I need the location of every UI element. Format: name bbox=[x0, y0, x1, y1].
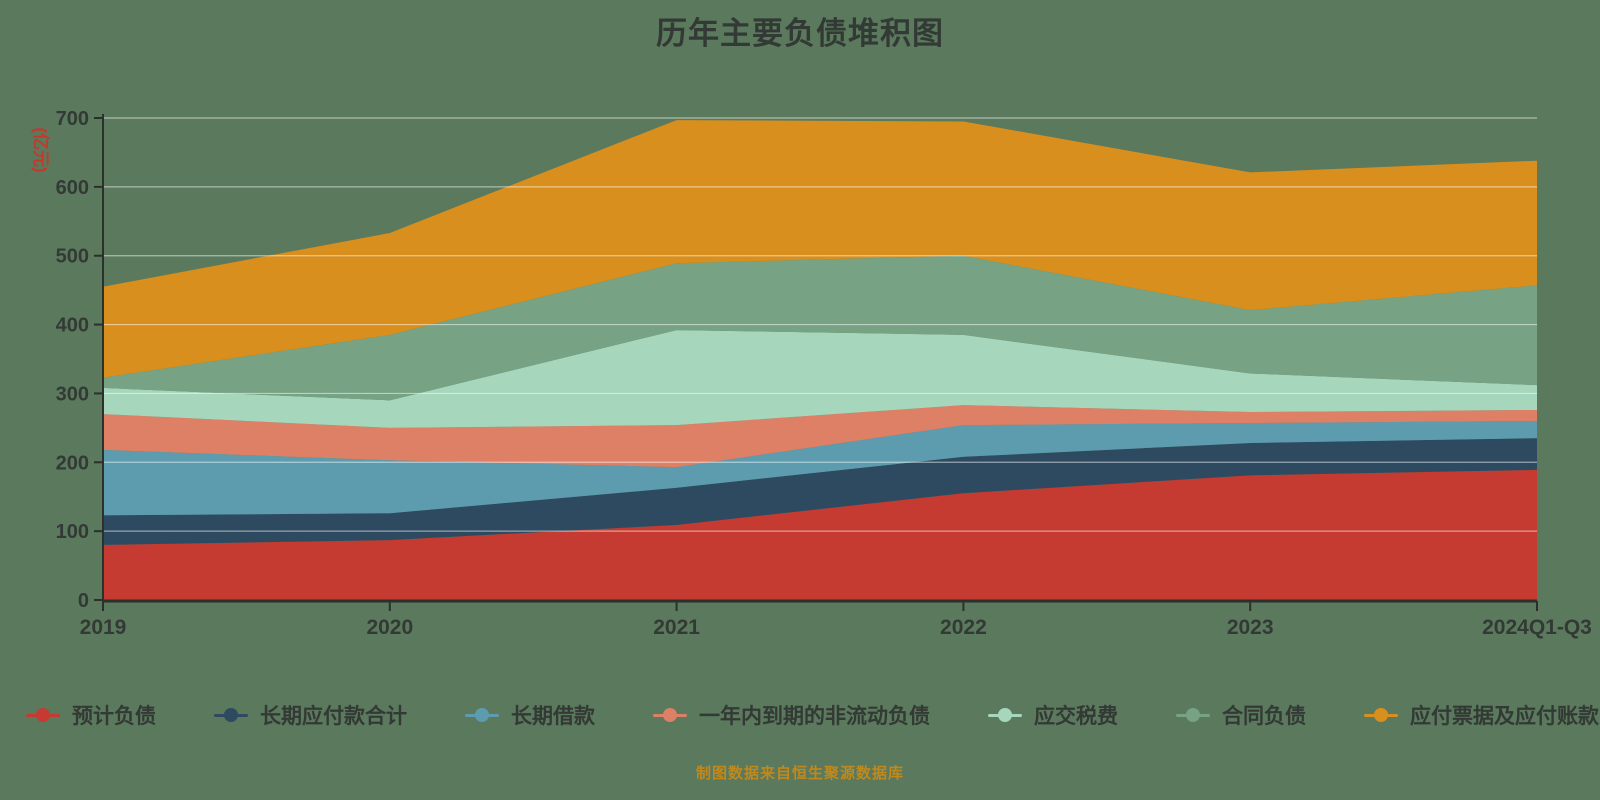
x-axis-label: 2022 bbox=[940, 616, 987, 639]
legend-marker-icon bbox=[988, 707, 1022, 723]
area-series-应交税费[interactable] bbox=[103, 330, 1537, 428]
area-series-合同负债[interactable] bbox=[103, 255, 1537, 401]
legend-item-应交税费[interactable]: 应交税费 bbox=[988, 700, 1118, 730]
legend-label: 应付票据及应付账款 bbox=[1410, 705, 1599, 728]
y-axis-label: 0 bbox=[78, 590, 89, 612]
y-axis-label: 700 bbox=[56, 108, 89, 130]
x-axis-label: 2021 bbox=[653, 616, 700, 639]
legend-marker-icon bbox=[26, 707, 60, 723]
legend-marker-icon bbox=[214, 707, 248, 723]
y-axis-label: 100 bbox=[56, 521, 89, 543]
legend-label: 长期借款 bbox=[511, 705, 595, 728]
legend-item-预计负债[interactable]: 预计负债 bbox=[26, 700, 156, 730]
y-axis-label: 200 bbox=[56, 452, 89, 474]
x-axis-label: 2019 bbox=[80, 616, 127, 639]
x-axis-label: 2023 bbox=[1227, 616, 1274, 639]
legend-label: 合同负债 bbox=[1222, 705, 1306, 728]
data-source-caption: 制图数据来自恒生聚源数据库 bbox=[695, 765, 904, 782]
legend-marker-icon bbox=[653, 707, 687, 723]
legend-label: 应交税费 bbox=[1034, 705, 1118, 728]
legend-item-长期应付款合计[interactable]: 长期应付款合计 bbox=[214, 700, 407, 730]
chart-title: 历年主要负债堆积图 bbox=[656, 16, 944, 51]
area-series-应付票据及应付账款[interactable] bbox=[103, 120, 1537, 378]
legend-marker-icon bbox=[1364, 707, 1398, 723]
legend-marker-icon bbox=[1176, 707, 1210, 723]
chart-legend: 预计负债 长期应付款合计 长期借款 一年内到期的非流动负债 应交税费 合同负债 应付票据及应… bbox=[26, 700, 1600, 730]
y-axis-label: 600 bbox=[56, 177, 89, 199]
legend-label: 预计负债 bbox=[72, 705, 156, 728]
legend-marker-icon bbox=[465, 707, 499, 723]
legend-label: 一年内到期的非流动负债 bbox=[699, 705, 930, 728]
area-series-长期应付款合计[interactable] bbox=[103, 438, 1537, 545]
legend-item-合同负债[interactable]: 合同负债 bbox=[1176, 700, 1306, 730]
legend-item-长期借款[interactable]: 长期借款 bbox=[465, 700, 595, 730]
y-axis-label: 300 bbox=[56, 383, 89, 405]
legend-item-一年内到期的非流动负债[interactable]: 一年内到期的非流动负债 bbox=[653, 700, 930, 730]
y-axis-label: 400 bbox=[56, 315, 89, 337]
y-axis-label: 500 bbox=[56, 246, 89, 268]
area-series-一年内到期的非流动负债[interactable] bbox=[103, 405, 1537, 468]
area-series-长期借款[interactable] bbox=[103, 420, 1537, 516]
x-axis-label: 2024Q1-Q3 bbox=[1482, 616, 1592, 639]
area-series-预计负债[interactable] bbox=[103, 469, 1537, 600]
x-axis-label: 2020 bbox=[366, 616, 413, 639]
legend-label: 长期应付款合计 bbox=[260, 705, 407, 728]
legend-item-应付票据及应付账款[interactable]: 应付票据及应付账款 bbox=[1364, 700, 1599, 730]
